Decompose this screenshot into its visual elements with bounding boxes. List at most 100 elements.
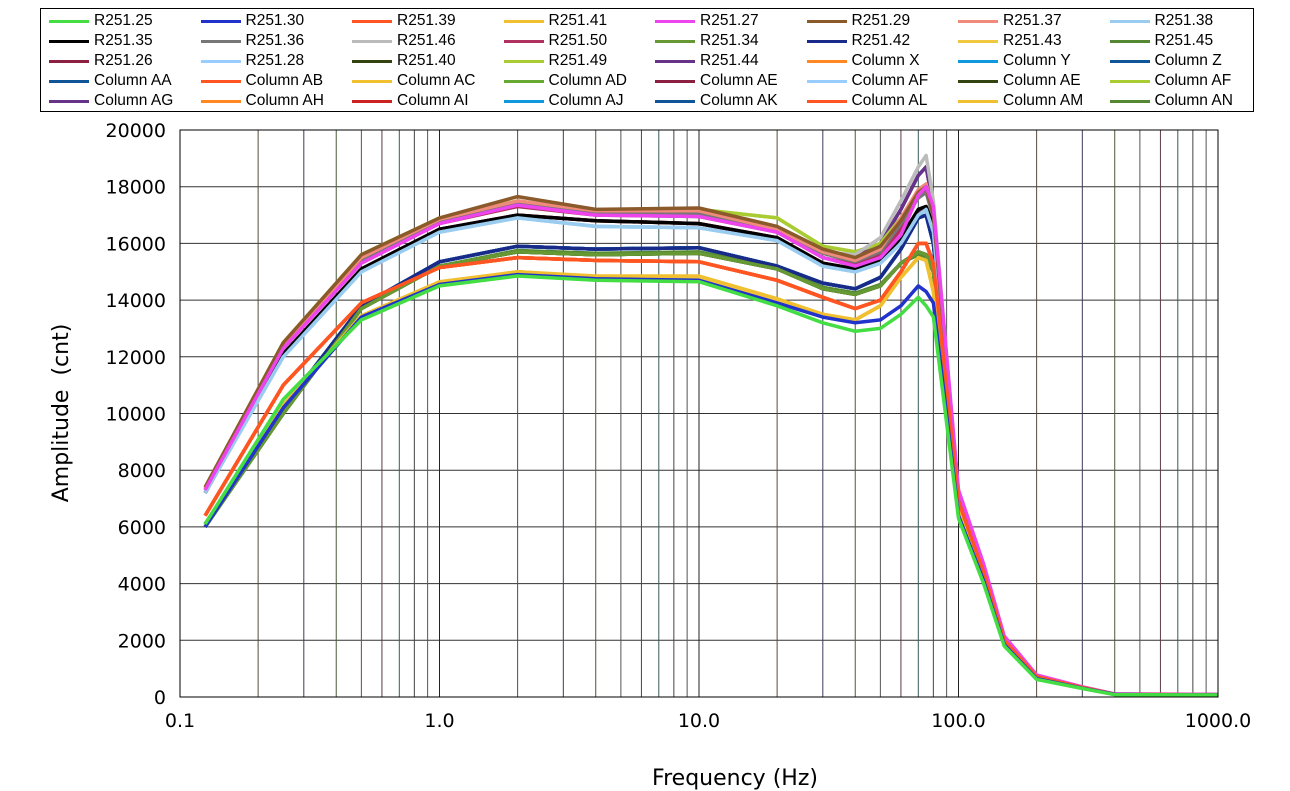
legend-item: Column AC (352, 71, 475, 91)
series-line-r251-44 (203, 165, 1219, 697)
legend-swatch (352, 19, 392, 23)
series-line-r251-46 (203, 153, 1219, 697)
x-tick-label: 0.1 (165, 710, 195, 732)
legend-item: R251.46 (352, 31, 456, 51)
legend-item: Column AL (806, 91, 928, 111)
legend-item: R251.49 (503, 51, 607, 71)
legend-item: Column AA (49, 71, 172, 91)
legend-item: Column AG (49, 91, 173, 111)
legend-label: R251.42 (851, 32, 911, 49)
legend-swatch (806, 39, 847, 43)
legend-item: R251.38 (1109, 11, 1214, 31)
y-axis-title: Amplitude (cnt) (49, 324, 74, 503)
legend-label: Column AG (94, 92, 174, 109)
legend-label: R251.26 (94, 52, 153, 69)
legend-item: R251.37 (958, 11, 1062, 31)
legend-swatch (503, 19, 544, 23)
legend-item: Column AM (958, 91, 1083, 111)
legend-swatch (49, 59, 89, 63)
legend: R251.25 R251.30 R251.39 R251.41 R251.27 R251.… (40, 8, 1254, 112)
y-tick-labels: 0 2000 4000 6000 8000 10000 12000 14000 16000 180… (106, 120, 166, 709)
legend-swatch (200, 59, 241, 63)
legend-label: Column AJ (548, 92, 624, 109)
legend-swatch (958, 59, 998, 63)
series-line-r251-39 (203, 241, 1219, 697)
y-tick-label: 8000 (118, 460, 166, 482)
legend-label: Column AE (700, 72, 778, 89)
legend-label: Column Z (1154, 52, 1222, 69)
legend-swatch (352, 39, 392, 43)
series-line-r251-27 (203, 184, 1219, 697)
legend-label: R251.36 (245, 32, 305, 49)
legend-label: Column AH (245, 92, 324, 109)
legend-swatch (200, 99, 241, 103)
legend-item: R251.40 (352, 51, 456, 71)
legend-label: R251.35 (94, 32, 153, 49)
legend-swatch (958, 79, 998, 83)
legend-swatch (1109, 39, 1150, 43)
legend-item: Column AD (503, 71, 627, 91)
legend-label: R251.27 (700, 12, 759, 29)
legend-swatch (655, 99, 695, 103)
legend-item: R251.26 (49, 51, 153, 71)
legend-item: R251.27 (655, 11, 759, 31)
legend-item: R251.42 (806, 31, 911, 51)
legend-label: R251.37 (1003, 12, 1062, 29)
legend-swatch (1109, 59, 1150, 63)
legend-item: Column AJ (503, 91, 624, 111)
legend-label: Column AF (1154, 72, 1232, 89)
legend-item: Column AB (200, 71, 323, 91)
legend-swatch (200, 79, 241, 83)
series-line-r251-30 (203, 272, 1219, 697)
x-tick-label: 10.0 (678, 710, 720, 732)
legend-swatch (806, 79, 847, 83)
legend-label: R251.44 (700, 52, 759, 69)
legend-item: Column AE (655, 71, 778, 91)
legend-label: R251.45 (1154, 32, 1214, 49)
legend-item: Column AH (200, 91, 324, 111)
legend-swatch (352, 59, 392, 63)
legend-swatch (49, 99, 89, 103)
legend-swatch (352, 79, 392, 83)
legend-swatch (503, 99, 544, 103)
legend-label: R251.30 (245, 12, 305, 29)
legend-item: Column AN (1109, 91, 1233, 111)
legend-swatch (958, 99, 998, 103)
legend-item: R251.43 (958, 31, 1062, 51)
series-line-r251-25 (203, 274, 1219, 697)
legend-label: R251.38 (1154, 12, 1214, 29)
legend-label: Column AL (851, 92, 928, 109)
y-tick-label: 14000 (106, 290, 166, 312)
legend-swatch (655, 19, 695, 23)
legend-item: Column AK (655, 91, 778, 111)
series-lines (203, 153, 1219, 697)
legend-label: R251.41 (548, 12, 608, 29)
legend-label: Column AK (700, 92, 778, 109)
legend-item: Column AI (352, 91, 469, 111)
legend-swatch (655, 79, 695, 83)
x-tick-label: 100.0 (931, 710, 985, 732)
legend-swatch (958, 19, 998, 23)
legend-label: Column AN (1154, 92, 1233, 109)
legend-swatch (958, 39, 998, 43)
y-tick-label: 12000 (106, 347, 166, 369)
legend-item: R251.41 (503, 11, 608, 31)
x-tick-label: 1000.0 (1185, 710, 1251, 732)
legend-item: R251.36 (200, 31, 305, 51)
x-tick-label: 1.0 (424, 710, 454, 732)
legend-swatch (806, 99, 847, 103)
legend-label: Column AD (548, 72, 627, 89)
legend-label: R251.43 (1003, 32, 1062, 49)
legend-swatch (806, 59, 847, 63)
legend-label: Column AA (94, 72, 172, 89)
y-tick-label: 10000 (106, 404, 166, 426)
legend-label: R251.46 (397, 32, 456, 49)
legend-item: Column Y (958, 51, 1071, 71)
y-tick-label: 20000 (106, 120, 166, 142)
legend-item: R251.45 (1109, 31, 1214, 51)
y-tick-label: 0 (154, 687, 166, 709)
y-tick-label: 4000 (118, 574, 166, 596)
legend-label: R251.50 (548, 32, 608, 49)
legend-label: Column AI (397, 92, 469, 109)
